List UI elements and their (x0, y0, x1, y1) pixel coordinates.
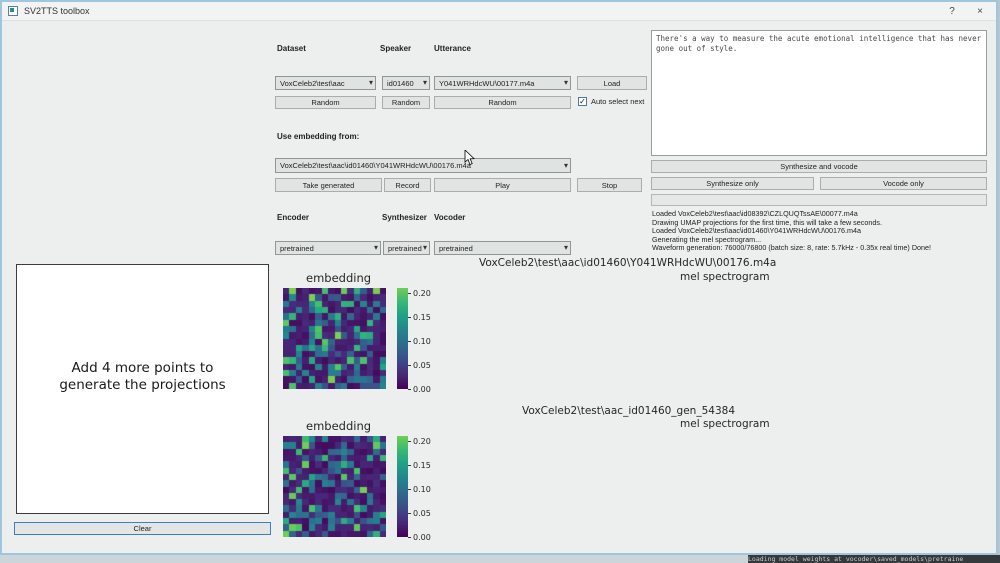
clear-button[interactable]: Clear (14, 522, 271, 535)
embedding1-title: embedding (306, 271, 372, 285)
checkbox-checked-icon: ✓ (578, 97, 587, 106)
console-text: Loading model weights at vocoder\saved_m… (748, 555, 964, 563)
speaker-value: id01460 (387, 78, 414, 88)
window-title: SV2TTS toolbox (24, 6, 90, 16)
embedding-source-value: VoxCeleb2\test\aac\id01460\Y041WRHdcWU\0… (280, 161, 471, 170)
utterance-label: Utterance (434, 44, 471, 53)
log-line: Loaded VoxCeleb2\test\aac\id01460\Y041WR… (652, 226, 861, 236)
vocode-only-button[interactable]: Vocode only (820, 177, 987, 190)
embedding1-colorbar-ticks: 0.20 0.15 0.10 0.05 0.00 (408, 288, 438, 394)
take-generated-button[interactable]: Take generated (275, 178, 382, 192)
spectrogram1-title-filename: VoxCeleb2\test\aac\id01460\Y041WRHdcWU\0… (479, 257, 777, 269)
close-button[interactable]: × (966, 2, 994, 21)
colorbar-tick: 0.20 (408, 289, 431, 298)
synthesizer-combobox[interactable]: pretrained ▾ (383, 241, 430, 255)
spectrogram2-plot (466, 435, 972, 542)
projection-message: Add 4 more points to generate the projec… (59, 360, 226, 393)
embedding1-heatmap (283, 288, 386, 389)
colorbar-tick: 0.15 (408, 461, 431, 470)
check-icon: ✓ (579, 97, 586, 106)
log-line: Waveform generation: 76000/76800 (batch … (652, 243, 931, 253)
help-icon: ? (949, 6, 955, 17)
colorbar-tick: 0.05 (408, 509, 431, 518)
console-strip: Loading model weights at vocoder\saved_m… (748, 555, 1000, 563)
chevron-down-icon: ▾ (422, 78, 427, 87)
synthesize-vocode-button[interactable]: Synthesize and vocode (651, 160, 987, 173)
close-icon: × (977, 6, 983, 17)
play-button[interactable]: Play (434, 178, 571, 192)
embedding2-colorbar-ticks: 0.20 0.15 0.10 0.05 0.00 (408, 436, 438, 542)
speaker-label: Speaker (380, 44, 412, 53)
chevron-down-icon: ▾ (563, 243, 568, 252)
embedding2-title: embedding (306, 419, 372, 433)
log-output[interactable]: Loaded VoxCeleb2\test\aac\id08392\CZLQUQ… (652, 210, 997, 256)
chevron-down-icon: ▾ (373, 243, 378, 252)
synthesize-only-button[interactable]: Synthesize only (651, 177, 814, 190)
auto-select-next-checkbox[interactable]: ✓ Auto select next (578, 97, 644, 106)
speaker-random-button[interactable]: Random (382, 96, 430, 109)
stop-button[interactable]: Stop (577, 178, 642, 192)
chevron-down-icon: ▾ (563, 161, 568, 170)
utterance-value: Y041WRHdcWU\00177.m4a (439, 78, 535, 88)
help-button[interactable]: ? (938, 2, 966, 21)
dataset-combobox[interactable]: VoxCeleb2\test\aac ▾ (275, 76, 376, 90)
utterance-combobox[interactable]: Y041WRHdcWU\00177.m4a ▾ (434, 76, 571, 90)
spectrogram2-title-filename: VoxCeleb2\test\aac_id01460_gen_54384 (522, 405, 735, 417)
chevron-down-icon: ▾ (563, 78, 568, 87)
app-icon (8, 6, 18, 16)
embedding2-colorbar (397, 436, 408, 537)
encoder-label: Encoder (277, 213, 310, 222)
synthesizer-value: pretrained (388, 243, 422, 253)
vocoder-label: Vocoder (434, 213, 466, 222)
spectrogram2-title-type: mel spectrogram (680, 418, 770, 430)
embedding2-heatmap (283, 436, 386, 537)
log-line: Drawing UMAP projections for the first t… (652, 217, 882, 227)
dataset-value: VoxCeleb2\test\aac (280, 78, 345, 88)
encoder-value: pretrained (280, 243, 314, 253)
log-line: Generating the mel spectrogram... (652, 234, 762, 244)
dataset-random-button[interactable]: Random (275, 96, 376, 109)
colorbar-tick: 0.15 (408, 313, 431, 322)
utterance-random-button[interactable]: Random (434, 96, 571, 109)
encoder-combobox[interactable]: pretrained ▾ (275, 241, 381, 255)
vocoder-value: pretrained (439, 243, 473, 253)
colorbar-tick: 0.00 (408, 533, 431, 542)
text-input[interactable]: There's a way to measure the acute emoti… (651, 30, 987, 156)
embedding1-colorbar (397, 288, 408, 389)
synthesizer-label: Synthesizer (382, 213, 427, 222)
use-embedding-label: Use embedding from: (277, 132, 360, 141)
title-bar[interactable]: SV2TTS toolbox ? × (2, 2, 996, 21)
log-line: Loaded VoxCeleb2\test\aac\id08392\CZLQUQ… (652, 210, 858, 218)
auto-select-next-label: Auto select next (591, 97, 645, 106)
chevron-down-icon: ▾ (422, 243, 427, 252)
load-button[interactable]: Load (577, 76, 647, 90)
speaker-combobox[interactable]: id01460 ▾ (382, 76, 430, 90)
colorbar-tick: 0.20 (408, 437, 431, 446)
mouse-cursor (464, 150, 475, 166)
colorbar-tick: 0.10 (408, 485, 431, 494)
spectrogram1-title-type: mel spectrogram (680, 271, 770, 283)
dataset-label: Dataset (277, 44, 306, 53)
colorbar-tick: 0.00 (408, 385, 431, 394)
umap-projection-panel: Add 4 more points to generate the projec… (16, 264, 269, 514)
colorbar-tick: 0.10 (408, 337, 431, 346)
colorbar-tick: 0.05 (408, 361, 431, 370)
taskbar-strip (0, 555, 748, 563)
record-button[interactable]: Record (384, 178, 431, 192)
embedding-source-combobox[interactable]: VoxCeleb2\test\aac\id01460\Y041WRHdcWU\0… (275, 158, 571, 173)
chevron-down-icon: ▾ (368, 78, 373, 87)
spectrogram1-plot (466, 286, 974, 391)
generation-progress-bar (651, 194, 987, 206)
vocoder-combobox[interactable]: pretrained ▾ (434, 241, 571, 255)
